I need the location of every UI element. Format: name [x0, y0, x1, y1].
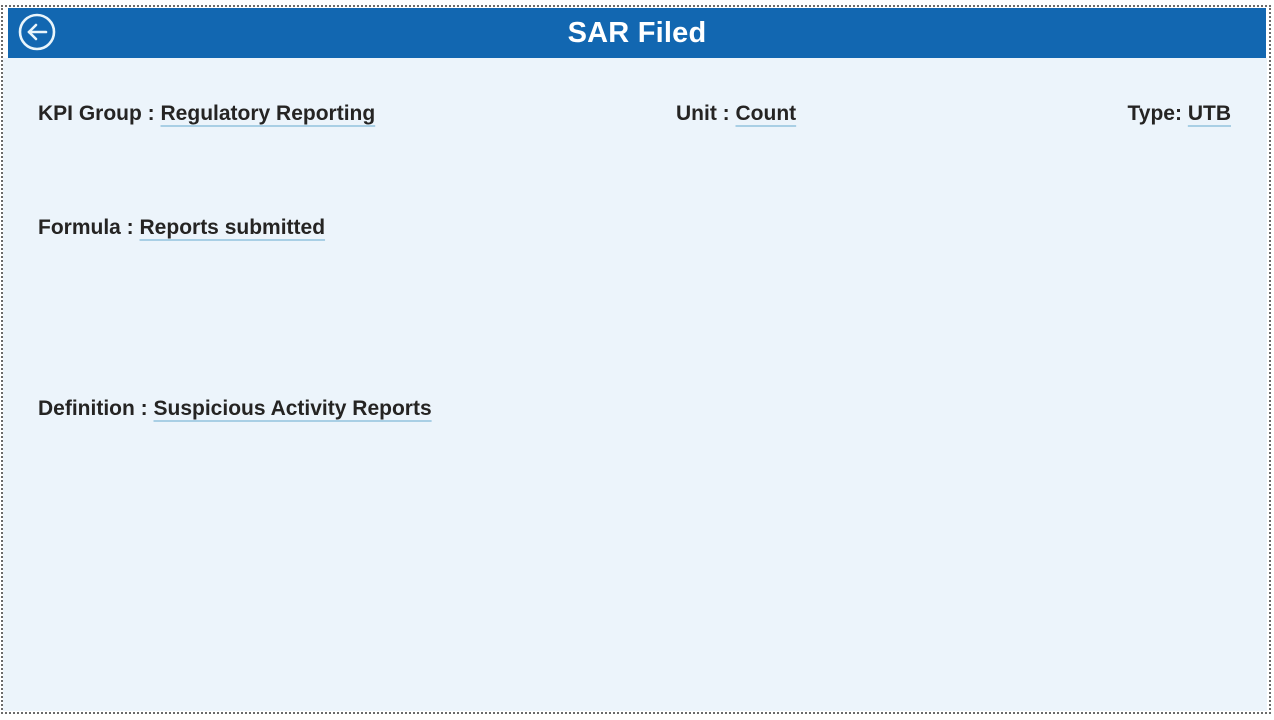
- field-type: Type: UTB: [1128, 102, 1231, 126]
- header-bar: SAR Filed: [8, 8, 1266, 58]
- kpi-group-label: KPI Group :: [38, 102, 155, 125]
- field-definition: Definition : Suspicious Activity Reports: [38, 397, 432, 421]
- definition-label: Definition :: [38, 397, 148, 420]
- field-unit: Unit : Count: [676, 102, 796, 126]
- field-kpi-group: KPI Group : Regulatory Reporting: [38, 102, 375, 126]
- content-background: [3, 58, 1267, 711]
- page-title: SAR Filed: [567, 16, 707, 49]
- definition-value: Suspicious Activity Reports: [153, 397, 432, 420]
- formula-label: Formula :: [38, 216, 134, 239]
- unit-label: Unit :: [676, 102, 730, 125]
- kpi-group-value: Regulatory Reporting: [160, 102, 376, 125]
- field-formula: Formula : Reports submitted: [38, 216, 325, 240]
- unit-value: Count: [735, 102, 797, 125]
- type-value: UTB: [1187, 102, 1231, 125]
- arrow-left-circle-icon: [14, 9, 60, 55]
- back-button[interactable]: [14, 9, 60, 55]
- type-label: Type:: [1127, 102, 1182, 125]
- formula-value: Reports submitted: [139, 216, 326, 239]
